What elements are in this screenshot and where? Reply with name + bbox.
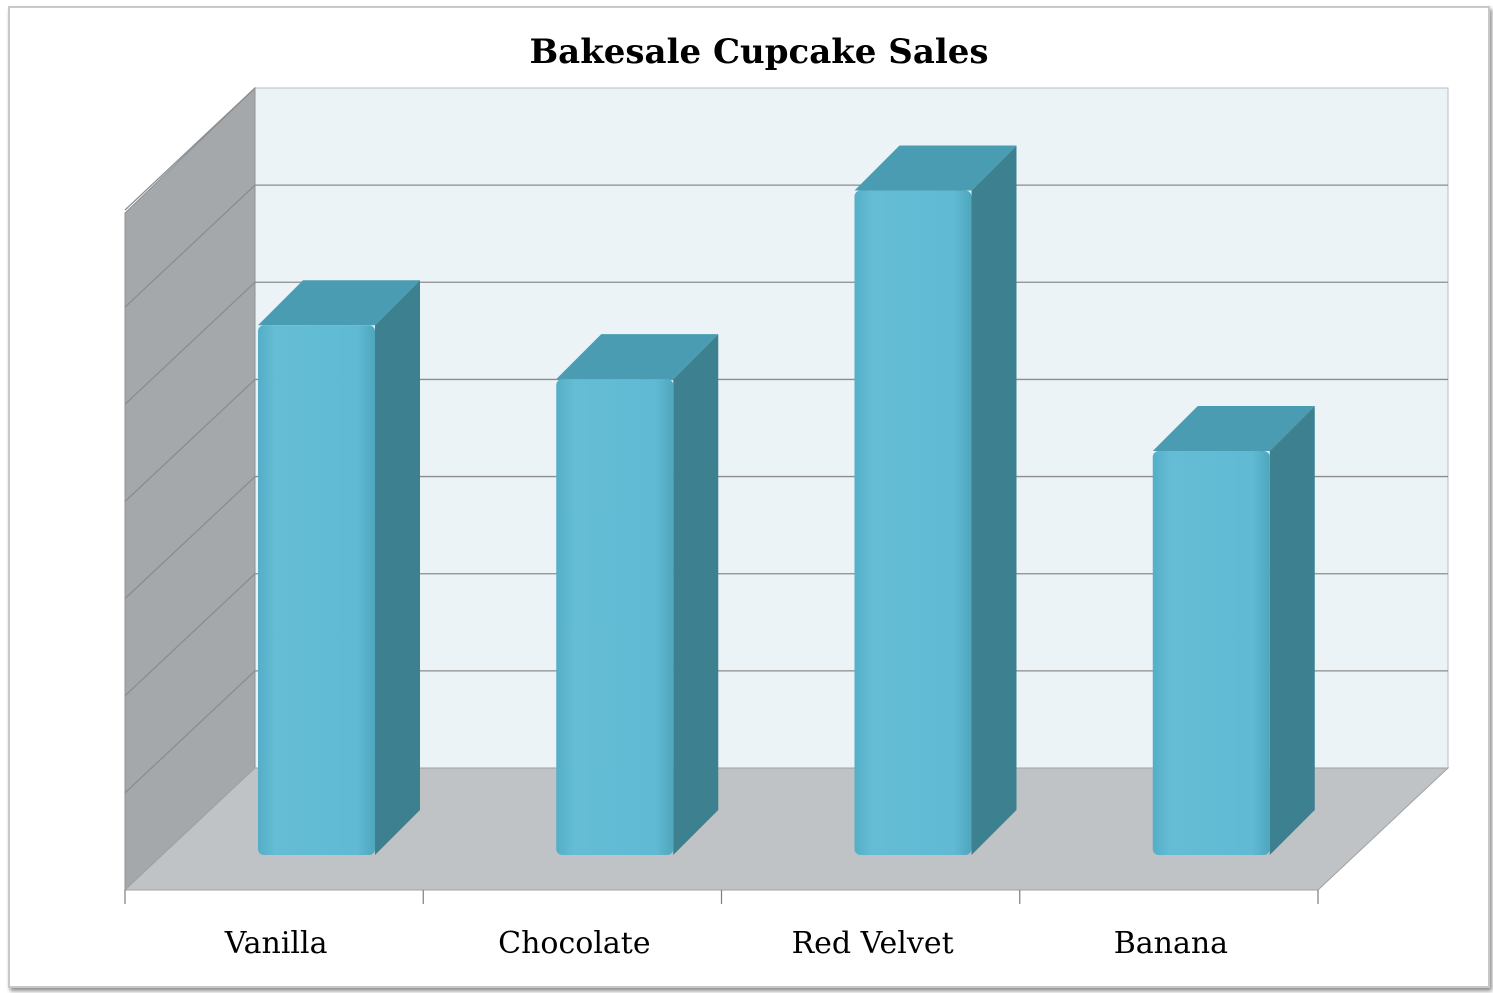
bar-top bbox=[854, 145, 1017, 191]
chart-walls bbox=[123, 86, 1450, 892]
x-tick-label: Banana bbox=[1114, 926, 1228, 961]
bar-vanilla bbox=[258, 280, 420, 856]
bar-banana bbox=[1152, 406, 1315, 855]
bar-side bbox=[971, 145, 1017, 856]
bar-red-velvet bbox=[854, 145, 1017, 856]
side-gridline bbox=[124, 281, 256, 405]
bars bbox=[258, 145, 1315, 856]
side-gridline bbox=[124, 87, 256, 211]
bar-front bbox=[1152, 451, 1270, 855]
x-tick-label: Red Velvet bbox=[792, 926, 954, 961]
side-gridline bbox=[124, 378, 256, 502]
bar-side bbox=[1269, 406, 1315, 855]
bar-side bbox=[375, 280, 420, 856]
side-gridline bbox=[124, 670, 256, 794]
bar-front bbox=[556, 379, 674, 855]
floor bbox=[123, 767, 1450, 891]
x-tick-label: Chocolate bbox=[498, 926, 651, 961]
side-gridline bbox=[124, 476, 256, 600]
side-wall bbox=[124, 86, 256, 892]
bar-chocolate bbox=[556, 334, 719, 855]
side-gridline bbox=[124, 573, 256, 697]
side-gridline bbox=[124, 184, 256, 308]
bar-top bbox=[556, 334, 719, 380]
chart-title: Bakesale Cupcake Sales bbox=[529, 32, 989, 72]
bar-front bbox=[854, 190, 972, 856]
x-tick-label: Vanilla bbox=[224, 926, 328, 961]
x-axis: Vanilla Chocolate Red Velvet Banana bbox=[124, 890, 1319, 961]
bar-top bbox=[1152, 406, 1315, 452]
bar-top bbox=[258, 280, 420, 326]
bar-side bbox=[673, 334, 719, 855]
bar-front bbox=[258, 325, 375, 856]
